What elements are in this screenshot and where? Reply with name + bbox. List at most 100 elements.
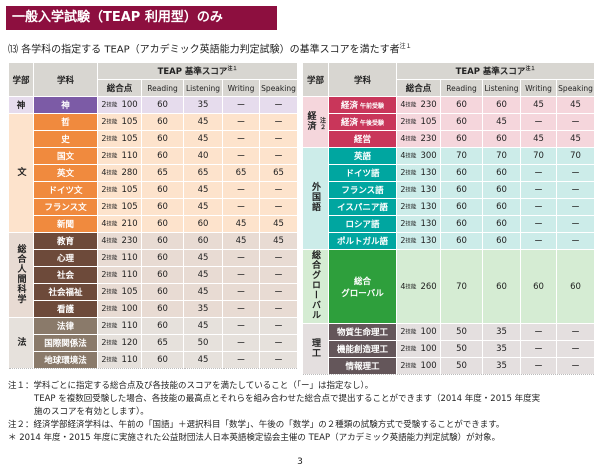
writing-cell: ー <box>222 317 260 335</box>
skills-count: 2 <box>400 219 406 228</box>
total-cell: 2技能 105 <box>97 130 142 148</box>
skills-label: 技能 <box>405 102 417 109</box>
reading-cell: 60 <box>440 113 483 131</box>
listening-cell: 60 <box>482 96 521 114</box>
major-cell: イスパニア語 <box>328 198 397 216</box>
writing-cell: ー <box>520 232 557 250</box>
total-cell: 4技能 300 <box>396 147 441 165</box>
major-label: 心理 <box>56 254 74 264</box>
writing-cell: ー <box>520 340 557 358</box>
total-cell: 2技能 105 <box>97 181 142 199</box>
major-label: 経営 <box>353 135 371 145</box>
major-label: 経済 <box>340 118 358 128</box>
reading-cell: 60 <box>141 215 184 233</box>
speaking-cell: 65 <box>258 164 299 182</box>
major-tag: 午後受験 <box>360 120 385 127</box>
major-label: 神 <box>61 101 70 111</box>
major-cell: ドイツ文 <box>33 181 98 199</box>
skills-label: 技能 <box>405 238 417 245</box>
reading-cell: 60 <box>141 300 184 318</box>
major-label: 国際関係法 <box>44 339 87 349</box>
listening-cell: 50 <box>183 334 223 352</box>
skills-count: 2 <box>101 304 107 313</box>
listening-cell: 45 <box>183 317 223 335</box>
writing-cell: 60 <box>520 249 557 324</box>
major-cell: 経済 午後受験 <box>328 113 397 131</box>
listening-cell: 70 <box>482 147 521 165</box>
total-cell: 2技能 130 <box>396 181 441 199</box>
dept-label: 外国語 <box>310 182 320 212</box>
writing-cell: ー <box>520 164 557 182</box>
writing-cell: ー <box>222 249 260 267</box>
major-cell: 国際関係法 <box>33 334 98 352</box>
total-value: 210 <box>121 219 138 229</box>
skills-count: 2 <box>400 344 406 353</box>
major-label: 国文 <box>56 152 74 162</box>
major-cell: 物質生命理工 <box>328 323 397 341</box>
major-cell: フランス文 <box>33 198 98 216</box>
total-cell: 2技能 120 <box>97 334 142 352</box>
skills-count: 2 <box>101 151 107 160</box>
major-cell: 看護 <box>33 300 98 318</box>
skills-count: 2 <box>101 338 107 347</box>
writing-cell: ー <box>520 215 557 233</box>
major-label: 英語 <box>353 152 371 162</box>
table-row: 理工 物質生命理工 2技能 100 50 35 ーー <box>302 323 596 375</box>
speaking-cell: ー <box>555 198 596 216</box>
reading-cell: 60 <box>141 113 184 131</box>
table-row: ロシア語 2技能 130 60 60 ーー <box>303 215 596 233</box>
dept-label: 総合人間科学 <box>15 243 26 304</box>
skills-label: 技能 <box>106 119 118 126</box>
total-cell: 2技能 105 <box>396 113 441 131</box>
speaking-cell: ー <box>555 113 596 131</box>
listening-cell: 60 <box>482 198 521 216</box>
major-cell: 地球環境法 <box>33 351 98 369</box>
skills-label: 技能 <box>106 289 118 296</box>
total-value: 110 <box>121 270 138 280</box>
writing-cell: ー <box>520 323 557 341</box>
total-value: 130 <box>420 202 437 212</box>
total-cell: 2技能 105 <box>97 113 142 131</box>
major-cell: 経済 午前受験 <box>328 96 397 114</box>
total-value: 105 <box>121 117 138 127</box>
total-cell: 2技能 130 <box>396 215 441 233</box>
table-row: 総合人間科学 教育 4技能 230 60 60 45 45 <box>8 232 299 318</box>
speaking-cell: ー <box>555 357 596 375</box>
speaking-cell: ー <box>258 198 299 216</box>
dept-label: 文 <box>15 166 26 177</box>
total-value: 120 <box>121 338 138 348</box>
total-cell: 2技能 100 <box>396 323 441 341</box>
reading-cell: 60 <box>440 96 483 114</box>
major-label: 物質生命理工 <box>336 328 388 338</box>
major-label: 地球環境法 <box>44 356 87 366</box>
table-row: 心理 2技能 110 60 45 ーー <box>9 249 299 267</box>
reading-cell: 70 <box>440 147 483 165</box>
major-cell: 情報理工 <box>328 357 397 375</box>
listening-cell: 35 <box>183 96 223 114</box>
table-row: 社会 2技能 110 60 45 ーー <box>9 266 299 284</box>
major-cell: 史 <box>33 130 98 148</box>
reading-cell: 65 <box>141 164 184 182</box>
skills-count: 2 <box>400 236 406 245</box>
header-writing: Writing <box>520 79 557 97</box>
writing-cell: ー <box>222 181 260 199</box>
speaking-cell: ー <box>258 113 299 131</box>
skills-count: 2 <box>101 117 107 126</box>
major-cell: ポルトガル語 <box>328 232 397 250</box>
skills-count: 2 <box>101 202 107 211</box>
total-cell: 2技能 100 <box>396 357 441 375</box>
reading-cell: 60 <box>141 351 184 369</box>
skills-label: 技能 <box>106 306 118 313</box>
header-listening: Listening <box>183 79 223 97</box>
note-3: ＊ 2014 年度・2015 年度に実施された公益財団法人日本英語検定協会主催の… <box>8 433 501 443</box>
skills-count: 2 <box>101 134 107 143</box>
reading-cell: 60 <box>440 130 483 148</box>
speaking-cell: ー <box>258 181 299 199</box>
listening-cell: 60 <box>183 232 223 250</box>
major-label: フランス語 <box>341 186 384 196</box>
listening-cell: 60 <box>183 215 223 233</box>
header-listening: Listening <box>482 79 521 97</box>
skills-count: 2 <box>400 361 406 370</box>
reading-cell: 60 <box>141 249 184 267</box>
total-value: 300 <box>420 151 437 161</box>
